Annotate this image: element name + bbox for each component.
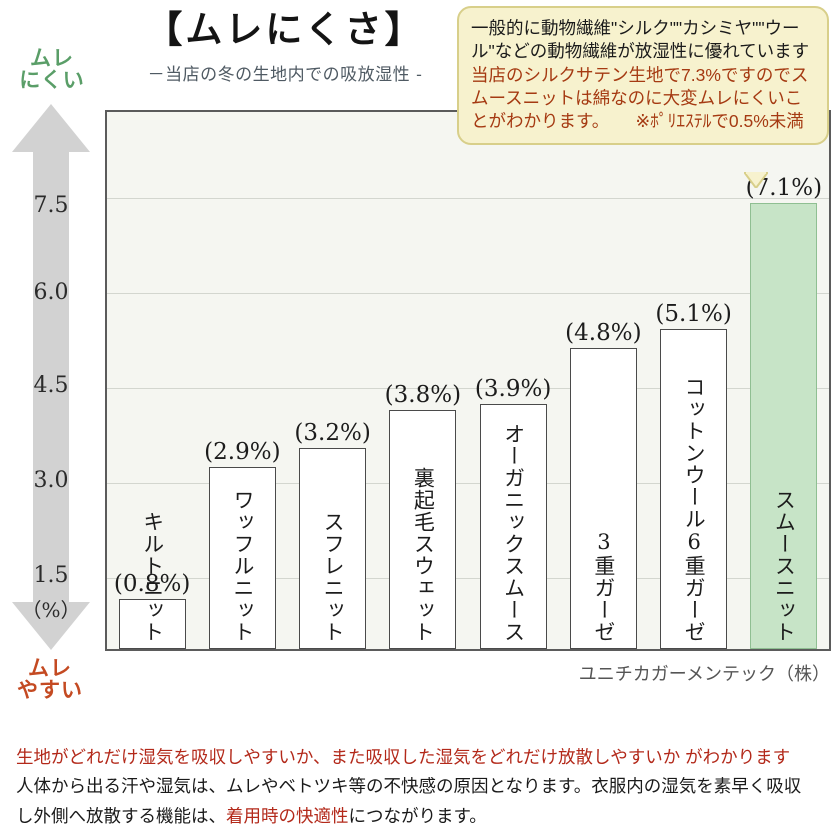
- footer-line-3: し外側へ放散する機能は、着用時の快適性につながります。: [16, 803, 828, 829]
- bar-category-label: スフレニット: [321, 511, 346, 643]
- double-arrow-shape: [12, 104, 90, 650]
- bar-value-label: (3.8%): [384, 382, 462, 409]
- chart-plot-area: (0.8%) キルトニット (2.9%) ワッフルニット (3.2%) スフレニット (3.…: [105, 110, 831, 651]
- bar-item[interactable]: (5.1%) コットンウール6重ガーゼ: [655, 112, 732, 649]
- footer-line-3-a: し外側へ放散する機能は、: [16, 805, 226, 826]
- bar-rect[interactable]: [118, 598, 186, 649]
- gauge-bottom-label: ムレ やすい: [17, 657, 83, 703]
- gridline-6_0: [107, 293, 829, 294]
- bar-item[interactable]: (3.8%) 裏起毛スウェット: [385, 112, 461, 649]
- bar-category-label: 3重ガーゼ: [591, 530, 616, 643]
- bar-rect[interactable]: [208, 466, 276, 649]
- bar-value-label: (3.2%): [294, 420, 371, 447]
- y-tick-3_0: 3.0: [33, 468, 69, 493]
- footer-line-3-highlight: 着用時の快適性: [226, 805, 349, 826]
- y-tick-6_0: 6.0: [33, 280, 69, 305]
- bar-rect[interactable]: [299, 448, 367, 649]
- vertical-scale-arrow: [12, 104, 90, 650]
- callout-segment-1: 当店のシルクサテン生地で7.3%ですのでスムースニットは綿なのに大変ムレにくいこ…: [471, 64, 809, 132]
- gridline-4_5: [107, 388, 829, 389]
- bar-category-label: コットンウール6重ガーゼ: [682, 376, 707, 643]
- bar-item[interactable]: (0.8%) キルトニット: [114, 112, 190, 649]
- bar-item[interactable]: (7.1%) スムースニット: [746, 112, 822, 649]
- gridline-3_0: [107, 483, 829, 484]
- bar-category-label: 裏起毛スウェット: [411, 467, 436, 643]
- footer-description: 生地がどれだけ湿気を吸収しやすいか、また吸収した湿気をどれだけ放散しやすいか が…: [16, 744, 828, 832]
- bar-value-label: (4.8%): [565, 319, 642, 346]
- bar-value-label: (2.9%): [204, 438, 281, 465]
- footer-line-1: 生地がどれだけ湿気を吸収しやすいか、また吸収した湿気をどれだけ放散しやすいか が…: [16, 747, 791, 767]
- y-axis-unit: （%）: [21, 598, 81, 622]
- gauge-top-label: ムレ にくい: [19, 47, 85, 93]
- source-attribution: ユニチカガーメンテック（株）: [578, 664, 830, 685]
- y-tick-7_5: 7.5: [33, 193, 69, 218]
- bar-rect[interactable]: [750, 203, 818, 649]
- bar-value-label: (5.1%): [655, 300, 732, 327]
- bar-value-label: (0.8%): [113, 570, 191, 597]
- bar-value-label: (3.9%): [474, 376, 552, 403]
- bar-category-label: オーガニックスムース: [501, 423, 526, 643]
- bar-rect[interactable]: [569, 347, 637, 649]
- callout-segment-0: 一般的に動物繊維"シルク""カシミヤ""ウール"などの動物繊維が放湿性に優れてい…: [471, 18, 810, 62]
- bar-category-label: スムースニット: [772, 489, 797, 643]
- bar-item[interactable]: (3.9%) オーガニックスムース: [475, 112, 551, 649]
- page-subtitle: －当店の冬の生地内での吸放湿性 -: [147, 65, 423, 85]
- bar-item[interactable]: (4.8%) 3重ガーゼ: [565, 112, 642, 649]
- bar-category-label: キルトニット: [140, 511, 165, 643]
- bar-rect[interactable]: [389, 410, 457, 649]
- callout-box: 一般的に動物繊維"シルク""カシミヤ""ウール"などの動物繊維が放湿性に優れてい…: [457, 6, 829, 146]
- bar-item[interactable]: (3.2%) スフレニット: [294, 112, 371, 649]
- y-tick-1_5: 1.5: [33, 563, 69, 588]
- bar-category-label: ワッフルニット: [230, 489, 255, 643]
- y-tick-4_5: 4.5: [33, 373, 69, 398]
- bar-rect[interactable]: [479, 404, 547, 649]
- bar-rect[interactable]: [660, 328, 728, 649]
- callout-tail-icon: [742, 171, 770, 190]
- gridline-1_5: [107, 578, 829, 579]
- gridline-7_5: [107, 198, 829, 199]
- bar-series: (0.8%) キルトニット (2.9%) ワッフルニット (3.2%) スフレニット (3.…: [107, 112, 829, 649]
- footer-line-2: 人体から出る汗や湿気は、ムレやベトツキ等の不快感の原因となります。衣服内の湿気を…: [16, 776, 802, 797]
- footer-line-3-b: につながります。: [348, 805, 487, 826]
- bar-item[interactable]: (2.9%) ワッフルニット: [204, 112, 281, 649]
- page-title: 【ムレにくさ】: [145, 7, 425, 51]
